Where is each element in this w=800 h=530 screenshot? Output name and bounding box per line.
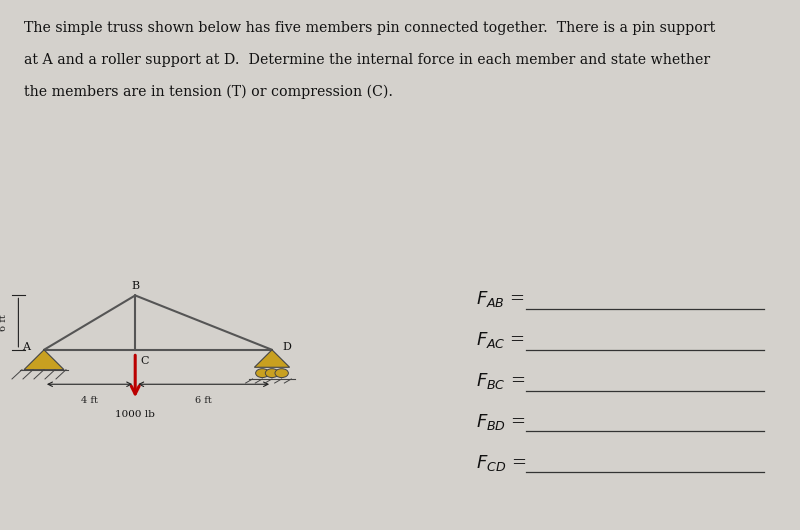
Circle shape [256,369,269,377]
Text: B: B [131,281,139,291]
Text: at A and a roller support at D.  Determine the internal force in each member and: at A and a roller support at D. Determin… [24,53,710,67]
Polygon shape [254,350,290,367]
Text: The simple truss shown below has five members pin connected together.  There is : The simple truss shown below has five me… [24,21,715,35]
Text: 4 ft: 4 ft [81,396,98,405]
Text: C: C [141,357,149,366]
Text: $F_{BD}$ =: $F_{BD}$ = [476,412,526,432]
Circle shape [266,369,278,377]
Polygon shape [24,350,64,370]
Text: 1000 lb: 1000 lb [115,410,155,419]
Text: $F_{CD}$ =: $F_{CD}$ = [476,453,526,473]
Text: $F_{BC}$ =: $F_{BC}$ = [476,371,525,391]
Text: A: A [22,342,30,352]
Text: $F_{AC}$ =: $F_{AC}$ = [476,330,525,350]
Circle shape [275,369,288,377]
Text: D: D [282,342,291,352]
Text: $F_{AB}$ =: $F_{AB}$ = [476,289,525,310]
Text: 6 ft: 6 ft [0,314,9,331]
Text: the members are in tension (T) or compression (C).: the members are in tension (T) or compre… [24,85,393,99]
Text: 6 ft: 6 ft [195,396,212,405]
